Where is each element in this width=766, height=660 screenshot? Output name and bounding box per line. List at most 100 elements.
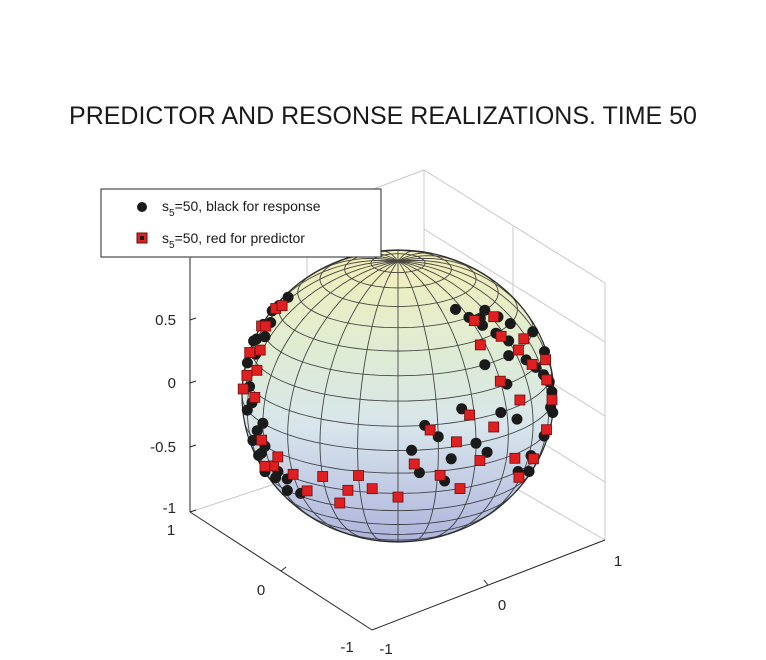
- response-point: [527, 326, 539, 338]
- z-tick-neg-0.5: -0.5: [150, 439, 176, 456]
- legend-label-predictor: s5=50, red for predictor: [162, 230, 305, 251]
- response-point: [241, 357, 253, 369]
- sphere-meridian: [397, 260, 550, 493]
- sphere-meridian: [357, 260, 399, 542]
- sphere-meridian: [397, 257, 489, 278]
- predictor-point: [287, 468, 299, 480]
- response-point: [241, 404, 253, 416]
- x-tick-1: 1: [167, 522, 175, 539]
- response-point: [281, 485, 293, 496]
- response-point: [270, 472, 282, 484]
- predictor-point: [541, 374, 553, 386]
- z-tick-0: 0: [168, 375, 176, 392]
- response-point: [413, 467, 425, 479]
- response-point: [503, 350, 515, 362]
- predictor-point: [488, 421, 500, 433]
- y-tick-neg-1: -1: [379, 641, 392, 658]
- predictor-point: [392, 491, 404, 503]
- sphere-meridian: [397, 255, 459, 263]
- predictor-point: [244, 347, 256, 358]
- predictor-point: [301, 485, 313, 497]
- response-point: [251, 425, 263, 437]
- predictor-point: [540, 354, 551, 366]
- predictor-point: [259, 460, 271, 472]
- response-point: [257, 417, 269, 429]
- legend: s5=50, black for response s5=50, red for…: [100, 188, 382, 258]
- response-point: [495, 407, 507, 418]
- predictor-point: [494, 375, 506, 387]
- predictor-point: [454, 483, 466, 495]
- response-point: [523, 466, 535, 477]
- predictor-point: [495, 330, 507, 342]
- y-tick-labels: -1 0 1: [379, 553, 622, 658]
- predictor-point: [272, 451, 284, 463]
- sphere-meridian: [307, 257, 399, 278]
- sphere-meridian: [397, 260, 555, 411]
- response-point: [470, 437, 482, 449]
- response-point: [481, 446, 493, 458]
- predictor-point: [276, 300, 288, 312]
- predictor-point: [541, 424, 552, 436]
- sphere-meridian: [381, 250, 399, 262]
- predictor-point: [546, 394, 558, 406]
- sphere-meridian: [319, 260, 399, 539]
- predictor-point: [434, 469, 446, 481]
- predictor-point: [408, 458, 420, 470]
- sphere-meridian: [397, 252, 434, 262]
- predictor-point: [260, 320, 272, 332]
- response-point: [248, 335, 260, 347]
- predictor-points: [237, 300, 558, 509]
- response-point: [282, 291, 294, 303]
- predictor-point: [518, 333, 530, 345]
- response-point: [247, 435, 259, 446]
- predictor-point: [249, 391, 261, 403]
- z-tick-0.5: 0.5: [155, 312, 176, 329]
- legend-marker-response: [137, 202, 147, 212]
- predictor-point: [528, 453, 539, 465]
- predictor-point: [424, 424, 436, 436]
- predictor-point: [251, 364, 263, 376]
- sphere-meridian: [262, 260, 399, 522]
- x-tick-neg-1: -1: [340, 639, 353, 656]
- predictor-point: [317, 471, 329, 482]
- response-point: [253, 449, 265, 461]
- predictor-point: [513, 344, 524, 356]
- predictor-point: [237, 383, 249, 395]
- sphere-meridian: [397, 250, 415, 262]
- response-point: [445, 453, 457, 465]
- z-tick-labels: 0.5 0 -0.5 -1: [150, 312, 176, 517]
- response-point: [547, 407, 559, 418]
- legend-label-response: s5=50, black for response: [162, 198, 321, 219]
- predictor-point: [353, 470, 364, 481]
- predictor-point: [256, 434, 268, 446]
- z-tick-neg-1: -1: [163, 500, 176, 517]
- response-point: [504, 318, 516, 330]
- x-tick-labels: 1 0 -1: [167, 522, 354, 656]
- response-point: [479, 304, 491, 316]
- y-tick-1: 1: [614, 553, 622, 570]
- predictor-point: [468, 315, 480, 327]
- chart-title: PREDICTOR AND RESONSE REALIZATIONS. TIME…: [69, 102, 697, 130]
- response-point: [479, 359, 491, 371]
- predictor-point: [342, 484, 354, 496]
- predictor-point: [509, 452, 521, 464]
- predictor-point: [366, 483, 378, 495]
- predictor-point: [513, 471, 525, 483]
- predictor-point: [474, 339, 486, 351]
- sphere-meridian: [397, 260, 439, 542]
- y-tick-0: 0: [498, 597, 506, 614]
- sphere-meridian: [397, 260, 534, 522]
- response-point: [450, 303, 461, 315]
- predictor-point: [334, 497, 346, 509]
- sphere-meridian: [287, 260, 399, 535]
- axes-front: [189, 258, 606, 631]
- legend-box: [100, 188, 382, 258]
- predictor-point: [254, 344, 266, 356]
- predictor-point: [241, 369, 253, 381]
- predictor-point: [488, 311, 500, 323]
- sphere-meridian: [397, 259, 533, 323]
- predictor-point: [514, 394, 526, 406]
- response-point: [259, 331, 271, 343]
- response-point: [511, 413, 523, 425]
